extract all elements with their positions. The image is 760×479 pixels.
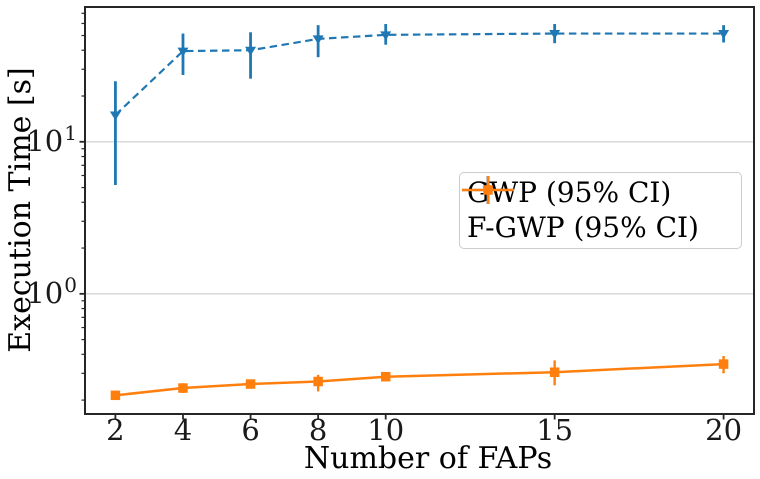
y-tick-label: 101 — [26, 120, 77, 158]
legend-item: F-GWP (95% CI) — [462, 176, 735, 246]
data-point-marker — [177, 47, 189, 57]
data-point-marker — [245, 46, 257, 56]
legend-label: GWP (95% CI) — [467, 176, 672, 210]
data-point-marker — [718, 30, 730, 40]
x-tick-label: 15 — [536, 413, 574, 447]
data-point-marker — [718, 359, 729, 369]
data-point-marker — [313, 376, 323, 387]
data-point-marker — [549, 30, 561, 40]
x-tick-label: 4 — [173, 413, 193, 447]
data-point-marker — [178, 383, 188, 393]
y-axis-title: Execution Time [s] — [3, 67, 38, 353]
x-tick-label: 20 — [705, 413, 743, 447]
x-tick-label: 10 — [367, 413, 405, 447]
data-point-marker — [312, 35, 324, 45]
legend-label: F-GWP (95% CI) — [467, 210, 699, 244]
series-line — [114, 32, 724, 116]
axes-spines — [84, 6, 755, 415]
data-point-marker — [110, 390, 121, 401]
x-tick-label: 6 — [241, 413, 260, 447]
x-axis-title: Number of FAPs — [303, 441, 553, 476]
data-point-marker — [380, 31, 392, 41]
x-tick-label: 2 — [106, 413, 125, 447]
data-point-marker — [245, 379, 256, 389]
legend-swatch-solid-errorbar-icon — [462, 176, 514, 204]
data-point-marker — [549, 367, 560, 377]
legend: GWP (95% CI) F-GWP (95% CI) — [459, 172, 742, 249]
data-point-marker — [380, 371, 391, 382]
y-tick-label: 100 — [26, 272, 77, 310]
data-point-marker — [109, 111, 121, 121]
x-tick-label: 8 — [308, 413, 328, 447]
series-line — [115, 362, 724, 397]
